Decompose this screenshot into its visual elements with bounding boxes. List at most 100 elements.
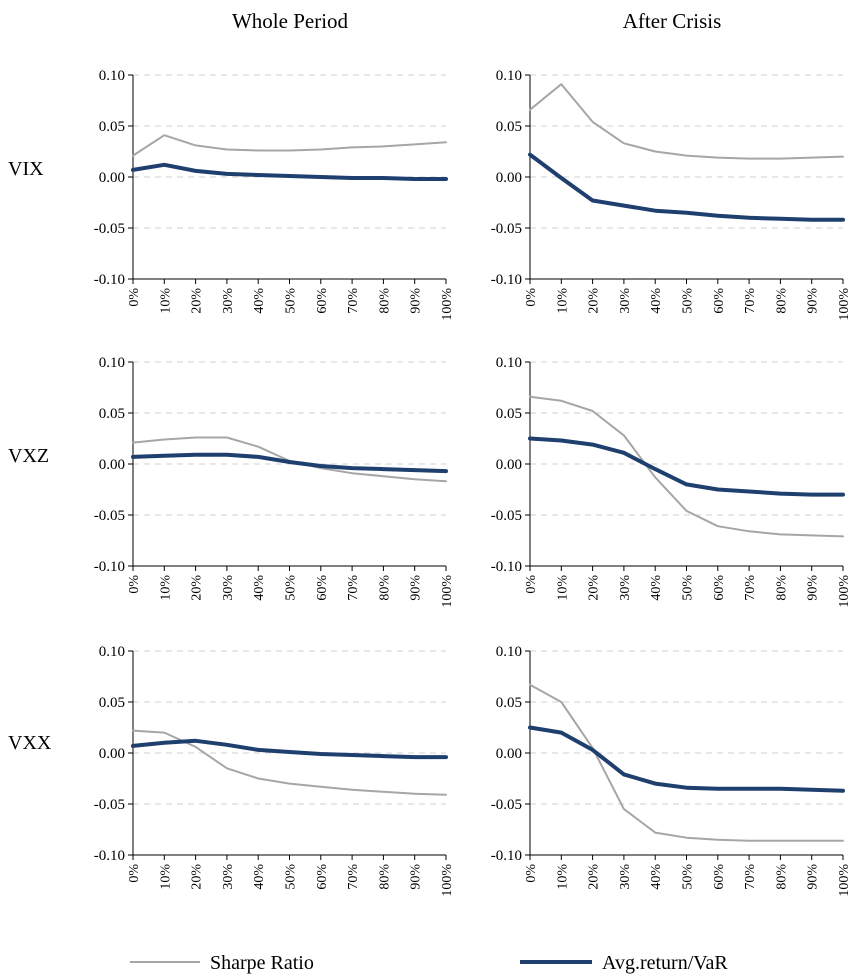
- x-tick-label: 0%: [524, 864, 539, 883]
- x-tick-label: 70%: [346, 288, 361, 314]
- x-tick-label: 40%: [252, 288, 267, 314]
- x-tick-label: 40%: [252, 864, 267, 890]
- legend-avg-return-var-label: Avg.return/VaR: [602, 952, 728, 974]
- y-tick-label: 0.10: [99, 68, 125, 84]
- y-tick-label: 0.10: [496, 644, 522, 660]
- panel-vxx-whole-period: 0.10 0.05 0.00 -0.05 -0.100% 10% 20% 30% 40% 50% 6…: [94, 644, 455, 897]
- x-tick-label: 100%: [837, 864, 852, 897]
- x-tick-label: 40%: [649, 575, 664, 601]
- series-line-avg-return-var: [131, 162, 448, 181]
- series-line-avg-return-var: [528, 725, 845, 793]
- x-tick-label: 0%: [127, 288, 142, 307]
- x-tick-label: 10%: [158, 575, 173, 601]
- x-tick-label: 60%: [712, 288, 727, 314]
- x-tick-label: 30%: [221, 864, 236, 890]
- y-tick-label: -0.10: [94, 559, 125, 575]
- x-tick-label: 50%: [681, 288, 696, 314]
- x-tick-label: 100%: [837, 575, 852, 608]
- row-label-vxz: VXZ: [8, 445, 49, 467]
- x-tick-label: 60%: [712, 864, 727, 890]
- x-tick-label: 0%: [127, 864, 142, 883]
- y-tick-label: 0.00: [496, 457, 522, 473]
- x-tick-label: 20%: [587, 288, 602, 314]
- x-tick-label: 30%: [618, 288, 633, 314]
- x-tick-label: 30%: [618, 575, 633, 601]
- x-tick-label: 10%: [555, 864, 570, 890]
- x-tick-label: 90%: [409, 575, 424, 601]
- x-tick-label: 20%: [587, 864, 602, 890]
- x-tick-label: 60%: [315, 288, 330, 314]
- panel-vxx-after-crisis: 0.10 0.05 0.00 -0.05 -0.100% 10% 20% 30% 40% 50% 6…: [491, 644, 852, 897]
- y-tick-label: -0.10: [94, 272, 125, 288]
- y-tick-label: -0.05: [94, 221, 125, 237]
- panel-vix-after-crisis: 0.10 0.05 0.00 -0.05 -0.100% 10% 20% 30% 40% 50% 6…: [491, 68, 852, 321]
- y-tick-label: 0.10: [99, 644, 125, 660]
- y-tick-label: 0.00: [496, 746, 522, 762]
- legend-sharpe-ratio-label: Sharpe Ratio: [210, 952, 314, 974]
- y-tick-label: 0.05: [496, 406, 522, 422]
- x-tick-label: 40%: [649, 864, 664, 890]
- y-tick-label: 0.00: [99, 457, 125, 473]
- series-line-sharpe-ratio: [529, 83, 844, 160]
- x-tick-label: 30%: [618, 864, 633, 890]
- y-tick-label: -0.05: [491, 797, 522, 813]
- x-tick-label: 10%: [555, 288, 570, 314]
- x-tick-label: 80%: [377, 864, 392, 890]
- y-tick-label: 0.00: [496, 170, 522, 186]
- x-tick-label: 10%: [158, 288, 173, 314]
- y-tick-label: -0.05: [94, 797, 125, 813]
- x-tick-label: 80%: [774, 575, 789, 601]
- x-tick-label: 80%: [377, 288, 392, 314]
- x-tick-label: 0%: [524, 288, 539, 307]
- y-tick-label: 0.05: [99, 119, 125, 135]
- x-tick-label: 70%: [346, 575, 361, 601]
- x-tick-label: 50%: [681, 864, 696, 890]
- x-tick-label: 80%: [774, 864, 789, 890]
- chart-panels: 0.100.050.00-0.05-0.100% 10% 20% 30% 40% 50% 6…: [94, 68, 852, 897]
- x-tick-label: 50%: [284, 288, 299, 314]
- x-tick-label: 90%: [409, 864, 424, 890]
- x-tick-label: 90%: [806, 288, 821, 314]
- x-tick-label: 10%: [158, 864, 173, 890]
- x-tick-label: 20%: [190, 864, 205, 890]
- series-line-avg-return-var: [528, 152, 845, 222]
- x-tick-label: 90%: [806, 575, 821, 601]
- row-label-vix: VIX: [8, 158, 44, 180]
- row-label-vxx: VXX: [8, 732, 52, 754]
- x-tick-label: 50%: [284, 864, 299, 890]
- x-tick-label: 70%: [346, 864, 361, 890]
- y-tick-label: 0.10: [496, 68, 522, 84]
- y-tick-label: 0.05: [99, 406, 125, 422]
- x-tick-label: 20%: [587, 575, 602, 601]
- y-tick-label: -0.10: [491, 848, 522, 864]
- y-tick-label: 0.00: [99, 746, 125, 762]
- legend: Sharpe Ratio Avg.return/VaR: [130, 952, 728, 974]
- x-tick-label: 80%: [377, 575, 392, 601]
- x-tick-label: 50%: [681, 575, 696, 601]
- x-tick-label: 50%: [284, 575, 299, 601]
- x-tick-label: 100%: [440, 864, 455, 897]
- y-tick-label: 0.05: [496, 695, 522, 711]
- y-tick-label: -0.10: [491, 559, 522, 575]
- x-tick-label: 20%: [190, 288, 205, 314]
- panel-vxz-after-crisis: 0.10 0.05 0.00 -0.05 -0.100% 10% 20% 30% 40% 50% 6…: [491, 355, 852, 608]
- x-tick-label: 0%: [524, 575, 539, 594]
- series-line-sharpe-ratio: [132, 436, 447, 483]
- y-tick-label: -0.10: [94, 848, 125, 864]
- series-line-sharpe-ratio: [529, 395, 844, 538]
- series-line-avg-return-var: [131, 452, 448, 474]
- series-line-avg-return-var: [131, 738, 448, 760]
- x-tick-label: 60%: [315, 864, 330, 890]
- y-tick-label: 0.05: [496, 119, 522, 135]
- panel-vxz-whole-period: 0.10 0.05 0.00 -0.05 -0.100% 10% 20% 30% 40% 50% 6…: [94, 355, 455, 608]
- x-tick-label: 90%: [409, 288, 424, 314]
- x-tick-label: 30%: [221, 575, 236, 601]
- y-tick-label: -0.05: [94, 508, 125, 524]
- x-tick-label: 30%: [221, 288, 236, 314]
- x-tick-label: 100%: [440, 575, 455, 608]
- x-tick-label: 0%: [127, 575, 142, 594]
- x-tick-label: 40%: [649, 288, 664, 314]
- y-tick-label: 0.00: [99, 170, 125, 186]
- x-tick-label: 80%: [774, 288, 789, 314]
